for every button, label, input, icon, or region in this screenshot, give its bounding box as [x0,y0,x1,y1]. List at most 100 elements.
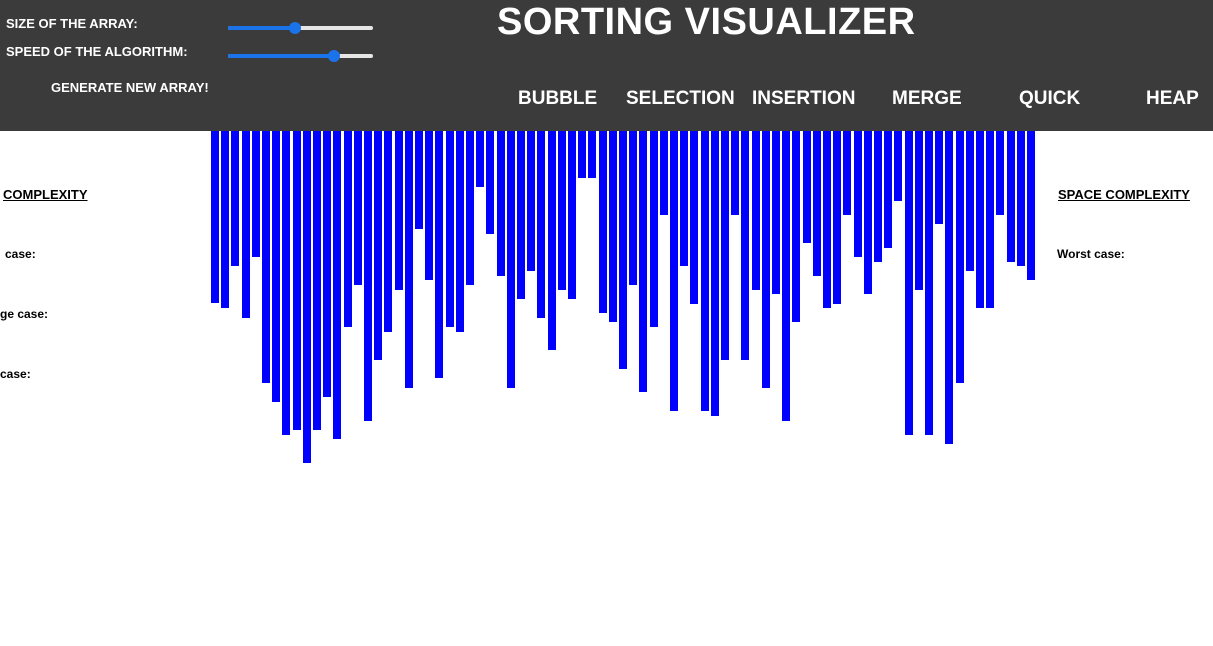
array-bar [639,131,647,392]
algo-button-bubble[interactable]: BUBBLE [518,88,598,109]
array-bar [854,131,862,257]
array-bar [986,131,994,308]
array-bar [996,131,1004,215]
array-bar [211,131,219,303]
speed-slider[interactable] [228,50,373,62]
space-complexity-heading: SPACE COMPLEXITY [1058,187,1190,202]
array-size-label: SIZE OF THE ARRAY: [6,16,138,31]
array-bar [497,131,505,276]
array-bar [721,131,729,360]
array-bar [884,131,892,248]
array-bar [323,131,331,397]
array-bars-container [0,131,1213,531]
array-bar [364,131,372,421]
array-bar [221,131,229,308]
array-bar [262,131,270,383]
speed-slider-thumb[interactable] [328,50,340,62]
array-bar [843,131,851,215]
array-bar [864,131,872,294]
array-bar [405,131,413,388]
array-bar [599,131,607,313]
array-bar [425,131,433,280]
speed-label: SPEED OF THE ALGORITHM: [6,44,188,59]
generate-array-button[interactable]: GENERATE NEW ARRAY! [51,80,209,95]
array-size-slider-fill [228,26,295,30]
array-bar [384,131,392,332]
array-bar [548,131,556,350]
array-bar [833,131,841,304]
array-bar [568,131,576,299]
array-bar [803,131,811,243]
array-bar [558,131,566,290]
array-bar [1017,131,1025,266]
array-bar [507,131,515,388]
array-bar [741,131,749,360]
array-bar [945,131,953,444]
array-bar [711,131,719,416]
array-bar [446,131,454,327]
array-bar [823,131,831,308]
array-bar [782,131,790,421]
array-bar [966,131,974,271]
array-bar [619,131,627,369]
array-bar [456,131,464,332]
page-title: SORTING VISUALIZER [497,1,916,43]
array-bar [435,131,443,378]
speed-slider-fill [228,54,334,58]
array-bar [303,131,311,463]
array-bar [578,131,586,178]
array-bar [1007,131,1015,262]
time-best-case-label: case: [0,367,31,381]
array-bar [650,131,658,327]
array-bar [395,131,403,290]
array-bar [935,131,943,224]
algo-button-selection[interactable]: SELECTION [626,88,735,109]
array-bar [680,131,688,266]
array-bar [772,131,780,294]
algo-button-merge[interactable]: MERGE [892,88,962,109]
array-bar [905,131,913,435]
array-bar [486,131,494,234]
array-bar [466,131,474,285]
array-bar [476,131,484,187]
array-bar [588,131,596,178]
array-bar [527,131,535,271]
array-bar [915,131,923,290]
array-bar [813,131,821,276]
array-bar [333,131,341,439]
array-bar [374,131,382,360]
array-bar [252,131,260,257]
array-bar [660,131,668,215]
array-bar [517,131,525,299]
array-size-slider-thumb[interactable] [289,22,301,34]
array-bar [956,131,964,383]
time-average-case-label: ge case: [0,307,49,321]
array-bar [1027,131,1035,280]
array-bar [415,131,423,229]
time-worst-case-label: case: [5,247,36,261]
array-bar [752,131,760,290]
array-bar [282,131,290,435]
algo-button-quick[interactable]: QUICK [1019,88,1081,109]
array-bar [701,131,709,411]
algo-button-insertion[interactable]: INSERTION [752,88,856,109]
array-bar [293,131,301,430]
array-bar [231,131,239,266]
header-bar: SIZE OF THE ARRAY: SPEED OF THE ALGORITH… [0,0,1213,131]
array-bar [313,131,321,430]
array-bar [976,131,984,308]
array-bar [792,131,800,322]
array-bar [242,131,250,318]
array-bar [874,131,882,262]
array-bar [609,131,617,322]
time-complexity-heading: COMPLEXITY [3,187,88,202]
array-bar [894,131,902,201]
array-bar [354,131,362,285]
array-bar [670,131,678,411]
algo-button-heap[interactable]: HEAP [1146,88,1199,109]
array-bar [731,131,739,215]
array-bar [272,131,280,402]
array-size-slider[interactable] [228,22,373,34]
space-worst-case-label: Worst case: [1057,247,1125,261]
array-bar [925,131,933,435]
